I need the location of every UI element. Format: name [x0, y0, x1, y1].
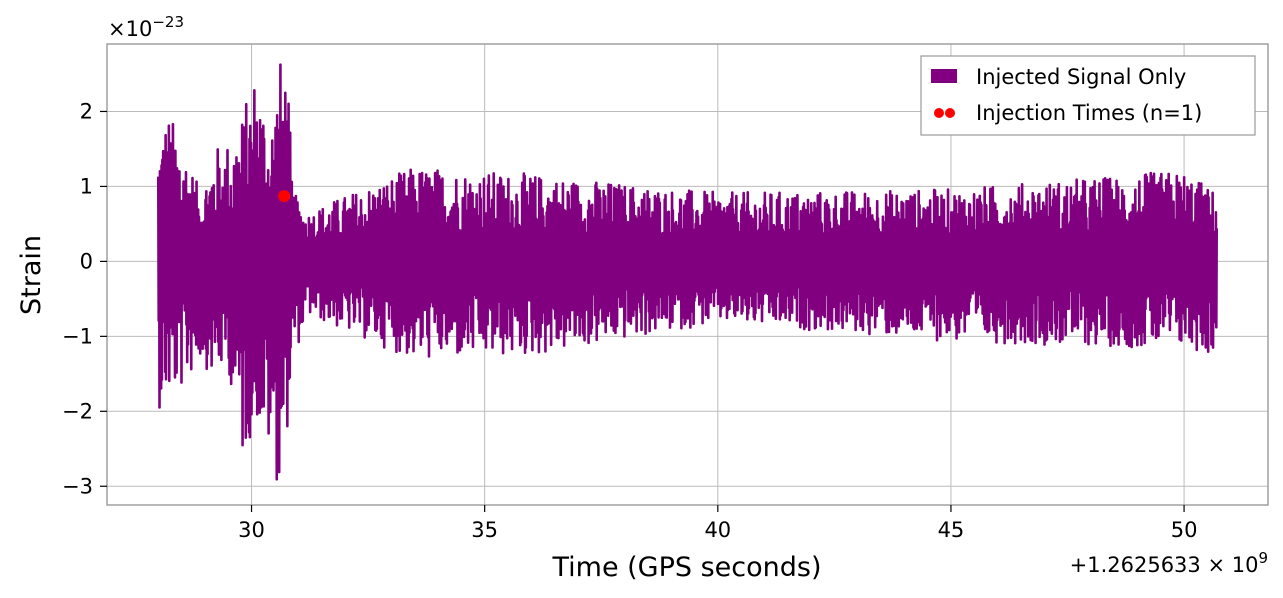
legend-marker-injection-times — [934, 108, 944, 118]
x-tick-label: 50 — [1171, 518, 1198, 542]
legend-swatch-injected-signal — [931, 69, 957, 83]
x-tick-label: 35 — [471, 518, 498, 542]
y-tick-label: −1 — [62, 324, 93, 348]
x-tick-label: 30 — [238, 518, 265, 542]
legend: Injected Signal Only Injection Times (n=… — [920, 55, 1256, 136]
injection-time-marker — [278, 190, 291, 203]
y-scale-label: ×10−23 — [108, 13, 184, 41]
legend-label-injected-signal: Injected Signal Only — [976, 65, 1186, 89]
axes-frame — [106, 43, 1269, 506]
legend-label-injection-times: Injection Times (n=1) — [976, 101, 1202, 125]
plot-area — [156, 63, 1219, 481]
legend-marker-injection-times — [945, 108, 955, 118]
x-tick-label: 40 — [704, 518, 731, 542]
scatter-markers — [278, 190, 291, 203]
y-tick-label: 1 — [80, 174, 93, 198]
x-tick-label: 45 — [938, 518, 965, 542]
y-tick-label: 0 — [80, 249, 93, 273]
series-line-injected-signal — [156, 63, 1219, 481]
x-axis-title: Time (GPS seconds) — [551, 552, 821, 583]
y-tick-label: −3 — [62, 474, 93, 498]
y-axis-title: Strain — [16, 235, 47, 315]
legend-box — [920, 55, 1256, 136]
y-axis: 2 1 0 −1 −2 −3 — [62, 99, 107, 498]
y-tick-label: −2 — [62, 399, 93, 423]
x-axis: 30 35 40 45 50 — [238, 505, 1197, 542]
x-offset-label: +1.2625633 × 109 — [1070, 549, 1268, 577]
y-tick-label: 2 — [80, 99, 93, 123]
